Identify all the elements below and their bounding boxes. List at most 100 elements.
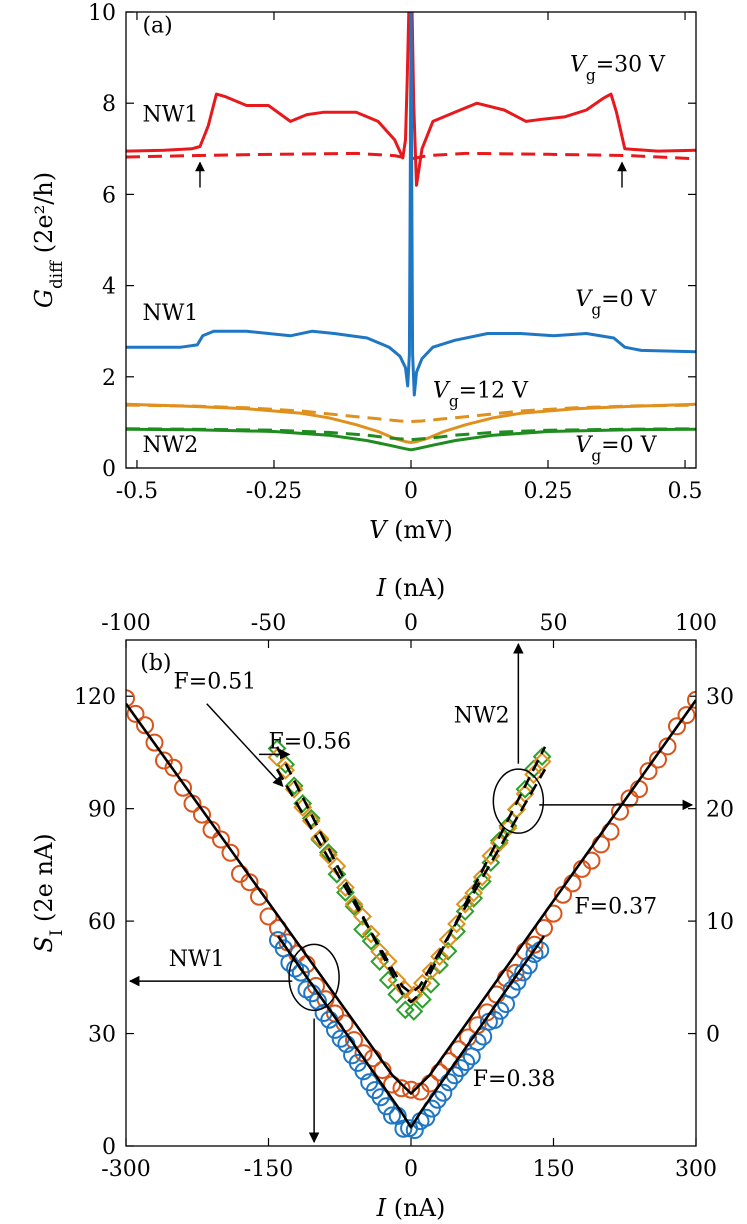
- data-point: [387, 970, 407, 990]
- data-point: [668, 717, 686, 736]
- panel-a-y-ticks: 0 2 4 6 8 10: [88, 1, 696, 482]
- data-point: [620, 789, 639, 808]
- annotation-0: (a): [142, 14, 172, 39]
- data-point: [687, 690, 696, 709]
- fit-line-4: [126, 699, 696, 1095]
- data-point: [639, 762, 658, 781]
- data-point: [677, 706, 696, 725]
- x-tick-label: -150: [244, 1157, 293, 1182]
- data-point: [361, 924, 381, 944]
- data-point: [284, 779, 304, 799]
- data-point: [276, 760, 296, 780]
- panel-b-top-x-axis-label: I (nA): [376, 574, 446, 602]
- series-line-2: [126, 12, 696, 397]
- y-tick-label: 120: [74, 685, 116, 710]
- data-point: [455, 894, 475, 914]
- data-point: [174, 778, 192, 797]
- data-point: [145, 733, 164, 752]
- annotation-1: F=0.51: [174, 670, 257, 695]
- panel-b-y-axis-label: SI (2e nA): [30, 833, 66, 952]
- data-point: [284, 776, 304, 796]
- series-markers-1: [269, 931, 550, 1139]
- data-point: [231, 864, 249, 883]
- data-point: [361, 931, 381, 951]
- series-line-5: [126, 427, 696, 452]
- data-point: [221, 843, 240, 862]
- data-point: [392, 1079, 411, 1098]
- annotation-5: NW1: [169, 947, 225, 972]
- data-point: [601, 822, 620, 841]
- annotation-6: Vg=12 V: [433, 378, 529, 410]
- top-x-tick-label: -50: [251, 611, 286, 636]
- series-line-3: [126, 402, 696, 444]
- pointer-arrow-f051: [206, 703, 284, 787]
- data-point: [136, 716, 154, 735]
- data-point: [611, 802, 629, 821]
- annotation-2: NW1: [142, 301, 198, 326]
- panel-b-x-ticks: -300 -150 0 150 300: [101, 1138, 717, 1182]
- fit-line-7: [275, 768, 547, 995]
- x-tick-label: -0.5: [116, 479, 158, 504]
- data-point: [515, 779, 535, 799]
- panel-a-annotations: (a) NW1 NW1 NW2 Vg=30 V Vg=0 V Vg=12 V Vg=0 V: [142, 14, 666, 466]
- right-y-tick-label: 20: [706, 798, 734, 823]
- panel-a: -0.5 -0.25 0 0.25 0.5 0 2 4 6 8 10 (a) NW1 NW1 NW2 Vg…: [30, 1, 703, 544]
- panel-b-frame: [125, 639, 697, 1147]
- data-point: [383, 1106, 401, 1125]
- annotation-3: NW2: [454, 703, 510, 728]
- series-line-6: [126, 427, 696, 442]
- fit-line-6: [275, 746, 547, 1004]
- data-point: [370, 942, 390, 962]
- data-point: [126, 689, 135, 708]
- data-point: [394, 1119, 413, 1138]
- data-point: [404, 1002, 424, 1021]
- data-point: [532, 747, 552, 767]
- annotation-1: NW1: [142, 102, 198, 127]
- panel-a-y-axis-label: Gdiff (2e²/h): [30, 172, 66, 308]
- panel-a-frame: [125, 11, 697, 469]
- annotation-4: F=0.37: [574, 895, 657, 920]
- x-tick-label: -300: [101, 1157, 150, 1182]
- y-tick-label: 90: [88, 798, 116, 823]
- data-point: [438, 930, 458, 949]
- x-tick-label: 0.25: [524, 479, 573, 504]
- top-x-tick-label: 0: [404, 611, 418, 636]
- data-point: [164, 758, 183, 777]
- series-line-1: [126, 151, 696, 161]
- y-tick-label: 6: [102, 183, 116, 208]
- x-tick-label: 0: [404, 479, 418, 504]
- data-point: [506, 963, 525, 982]
- panel-b-annotations: (b)F=0.51 F=0.56 NW2 F=0.37 NW1 F=0.38: [128, 642, 694, 1144]
- data-point: [259, 907, 278, 926]
- annotation-7: Vg=0 V: [575, 433, 657, 465]
- right-y-tick-label: 30: [706, 685, 734, 710]
- y-tick-label: 10: [88, 1, 116, 26]
- data-point: [457, 1053, 476, 1072]
- top-x-tick-label: 50: [540, 611, 568, 636]
- x-tick-label: 0.5: [668, 479, 703, 504]
- fit-line-5: [276, 935, 546, 1129]
- data-point: [344, 894, 364, 914]
- data-point: [336, 878, 355, 897]
- data-point: [472, 867, 492, 887]
- data-point: [267, 739, 287, 758]
- annotation-5: Vg=0 V: [575, 287, 657, 319]
- data-point: [344, 896, 364, 916]
- annotation-2: F=0.56: [269, 730, 352, 755]
- series-line-0: [126, 12, 696, 187]
- ellipse-nw2: [492, 768, 545, 834]
- panel-b-y-ticks: 0 30 60 90 120: [74, 685, 134, 1160]
- data-point: [318, 845, 338, 865]
- x-tick-label: -0.25: [246, 479, 302, 504]
- panel-b-series: [126, 689, 696, 1139]
- data-point: [378, 951, 398, 971]
- panel-b-top-x-ticks: -100 -50 0 50 100: [101, 611, 717, 648]
- data-point: [327, 864, 347, 884]
- x-tick-label: 0: [404, 1157, 418, 1182]
- panel-a-x-axis-label: V (mV): [369, 516, 453, 544]
- ellipse-nw1: [288, 943, 340, 1012]
- series-line-4: [126, 403, 696, 423]
- annotation-6: F=0.38: [473, 1067, 556, 1092]
- data-point: [464, 883, 484, 903]
